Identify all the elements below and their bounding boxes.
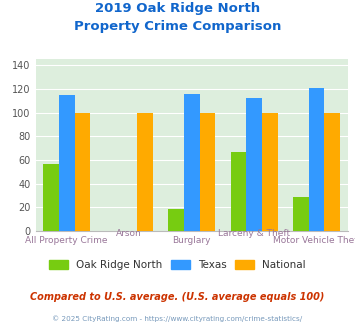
Bar xyxy=(75,113,90,231)
Bar xyxy=(262,113,278,231)
Text: Motor Vehicle Theft: Motor Vehicle Theft xyxy=(273,236,355,245)
Text: Larceny & Theft: Larceny & Theft xyxy=(218,229,290,238)
Bar xyxy=(43,164,59,231)
Bar xyxy=(231,152,246,231)
Bar xyxy=(59,95,75,231)
Text: Property Crime Comparison: Property Crime Comparison xyxy=(74,20,281,33)
Text: All Property Crime: All Property Crime xyxy=(26,236,108,245)
Bar xyxy=(200,113,215,231)
Bar xyxy=(293,197,309,231)
Bar xyxy=(246,98,262,231)
Bar xyxy=(309,88,324,231)
Bar xyxy=(137,113,153,231)
Bar xyxy=(168,209,184,231)
Text: Burglary: Burglary xyxy=(173,236,211,245)
Text: Arson: Arson xyxy=(116,229,142,238)
Text: Compared to U.S. average. (U.S. average equals 100): Compared to U.S. average. (U.S. average … xyxy=(30,292,325,302)
Bar xyxy=(324,113,340,231)
Text: © 2025 CityRating.com - https://www.cityrating.com/crime-statistics/: © 2025 CityRating.com - https://www.city… xyxy=(53,315,302,322)
Legend: Oak Ridge North, Texas, National: Oak Ridge North, Texas, National xyxy=(45,256,310,275)
Bar xyxy=(184,94,200,231)
Text: 2019 Oak Ridge North: 2019 Oak Ridge North xyxy=(95,2,260,15)
